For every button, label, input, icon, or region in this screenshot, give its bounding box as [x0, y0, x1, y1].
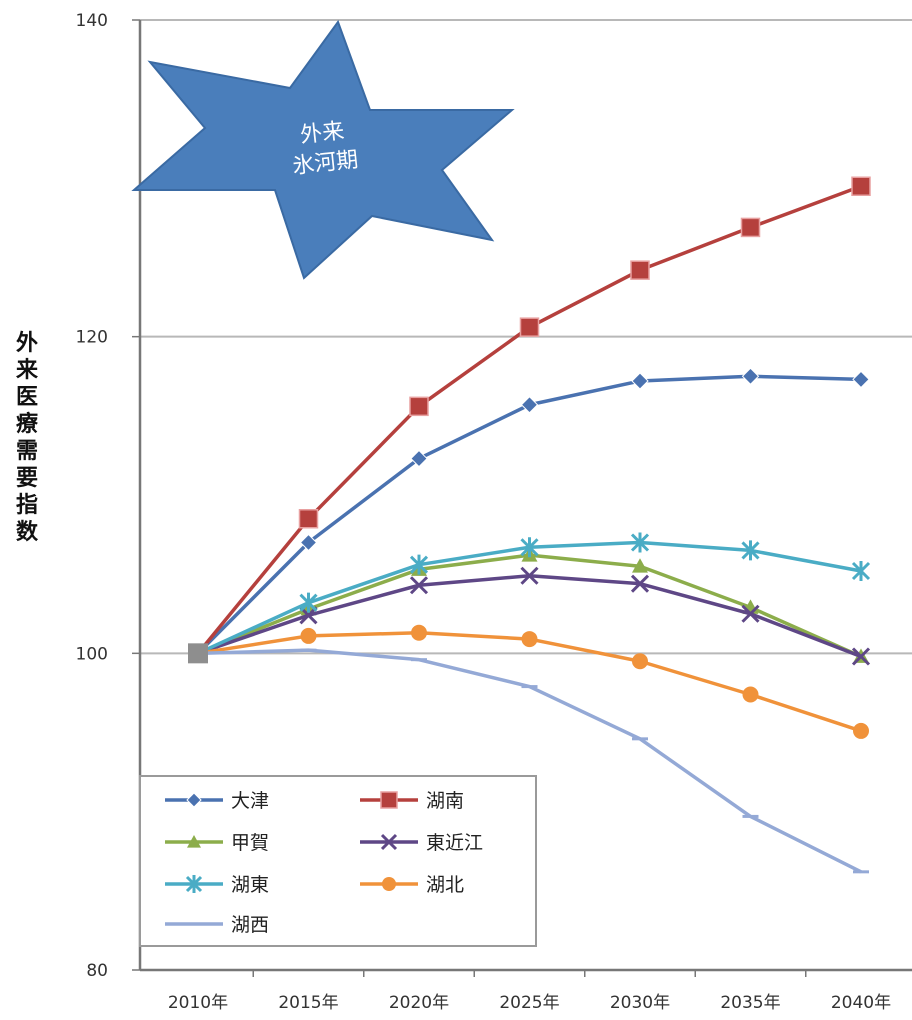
x-tick-label: 2035年 [720, 993, 780, 1013]
data-point [409, 396, 429, 417]
legend-label: 甲賀 [231, 832, 269, 854]
y-axis-label-char: 来 [15, 358, 38, 383]
y-axis-label-char: 需 [15, 439, 38, 464]
x-tick-label: 2040年 [831, 993, 891, 1013]
data-point [852, 370, 870, 389]
legend-item-東近江[interactable]: 東近江 [360, 832, 483, 854]
annotation-line1: 外来 [299, 119, 345, 148]
data-point [186, 792, 202, 808]
legend-box [139, 775, 537, 947]
series-大津 [196, 367, 870, 655]
y-axis-label-char: 外 [15, 331, 38, 356]
data-point-origin [188, 643, 208, 664]
data-point [630, 574, 650, 593]
data-point [520, 537, 539, 558]
data-point [300, 627, 317, 644]
data-point [851, 561, 871, 581]
star-shape [131, 19, 515, 280]
series-湖西 [197, 648, 869, 874]
data-point [740, 217, 761, 238]
x-tick-label: 2010年 [168, 993, 228, 1013]
legend-label: 湖西 [231, 914, 269, 936]
legend-item-甲賀[interactable]: 甲賀 [165, 832, 269, 854]
y-tick-label: 120 [76, 328, 108, 348]
y-axis-label-char: 数 [15, 520, 38, 545]
data-point [631, 372, 649, 390]
y-axis-label-char: 療 [15, 412, 38, 437]
series-湖南 [196, 176, 871, 655]
data-point [411, 624, 427, 641]
data-point [299, 592, 318, 613]
legend-label: 湖東 [231, 874, 269, 896]
data-point [742, 686, 759, 703]
y-tick-label: 140 [76, 11, 108, 31]
data-point [298, 509, 319, 529]
data-point [630, 260, 650, 280]
series-lines [188, 176, 871, 874]
data-point [520, 566, 539, 585]
data-point [409, 576, 429, 595]
y-axis-label: 外来医療需要指数 [10, 330, 44, 546]
y-tick-labels: 80 100 120 140 [76, 11, 140, 981]
legend-label: 東近江 [426, 832, 483, 854]
data-point [185, 875, 203, 893]
data-point [741, 367, 760, 385]
legend-label: 湖南 [426, 790, 464, 812]
x-tick-label: 2025年 [499, 993, 559, 1013]
legend-item-湖南[interactable]: 湖南 [360, 790, 464, 812]
data-point [520, 396, 539, 414]
data-point [519, 317, 540, 337]
data-point [409, 554, 429, 575]
data-point [380, 833, 398, 851]
legend-label: 湖北 [426, 874, 464, 896]
data-point [630, 532, 650, 553]
series-湖北 [197, 624, 869, 739]
annotation-star: 外来 氷河期 [131, 19, 515, 280]
series-湖東 [197, 532, 871, 655]
y-axis-label-char: 指 [15, 493, 38, 518]
series-東近江 [197, 566, 871, 666]
data-point [851, 647, 871, 666]
y-tick-label: 100 [76, 644, 108, 664]
data-point [853, 722, 869, 739]
x-tick-label: 2030年 [610, 993, 670, 1013]
data-point [521, 631, 538, 648]
x-tick-label: 2020年 [389, 993, 449, 1013]
legend-item-大津[interactable]: 大津 [165, 790, 269, 812]
data-point [741, 540, 760, 561]
x-tick-labels: 2010年 2015年 2020年 2025年 2030年 2035年 2040年 [168, 970, 891, 1013]
legend-item-湖西[interactable]: 湖西 [165, 914, 269, 936]
data-point [851, 176, 871, 196]
data-point [410, 449, 428, 468]
y-tick-label: 80 [86, 961, 108, 981]
data-point [187, 835, 201, 848]
data-point [299, 533, 318, 552]
data-point [741, 604, 760, 623]
data-point [632, 653, 648, 670]
data-point [632, 558, 648, 573]
legend-item-湖北[interactable]: 湖北 [360, 874, 464, 896]
data-point [380, 791, 398, 809]
y-axis-label-char: 医 [15, 385, 38, 410]
legend-label: 大津 [231, 790, 269, 812]
data-point [382, 877, 396, 891]
series-line [197, 631, 862, 733]
x-tick-label: 2015年 [278, 993, 338, 1013]
y-axis-label-char: 要 [15, 466, 38, 491]
legend-item-湖東[interactable]: 湖東 [165, 874, 269, 896]
